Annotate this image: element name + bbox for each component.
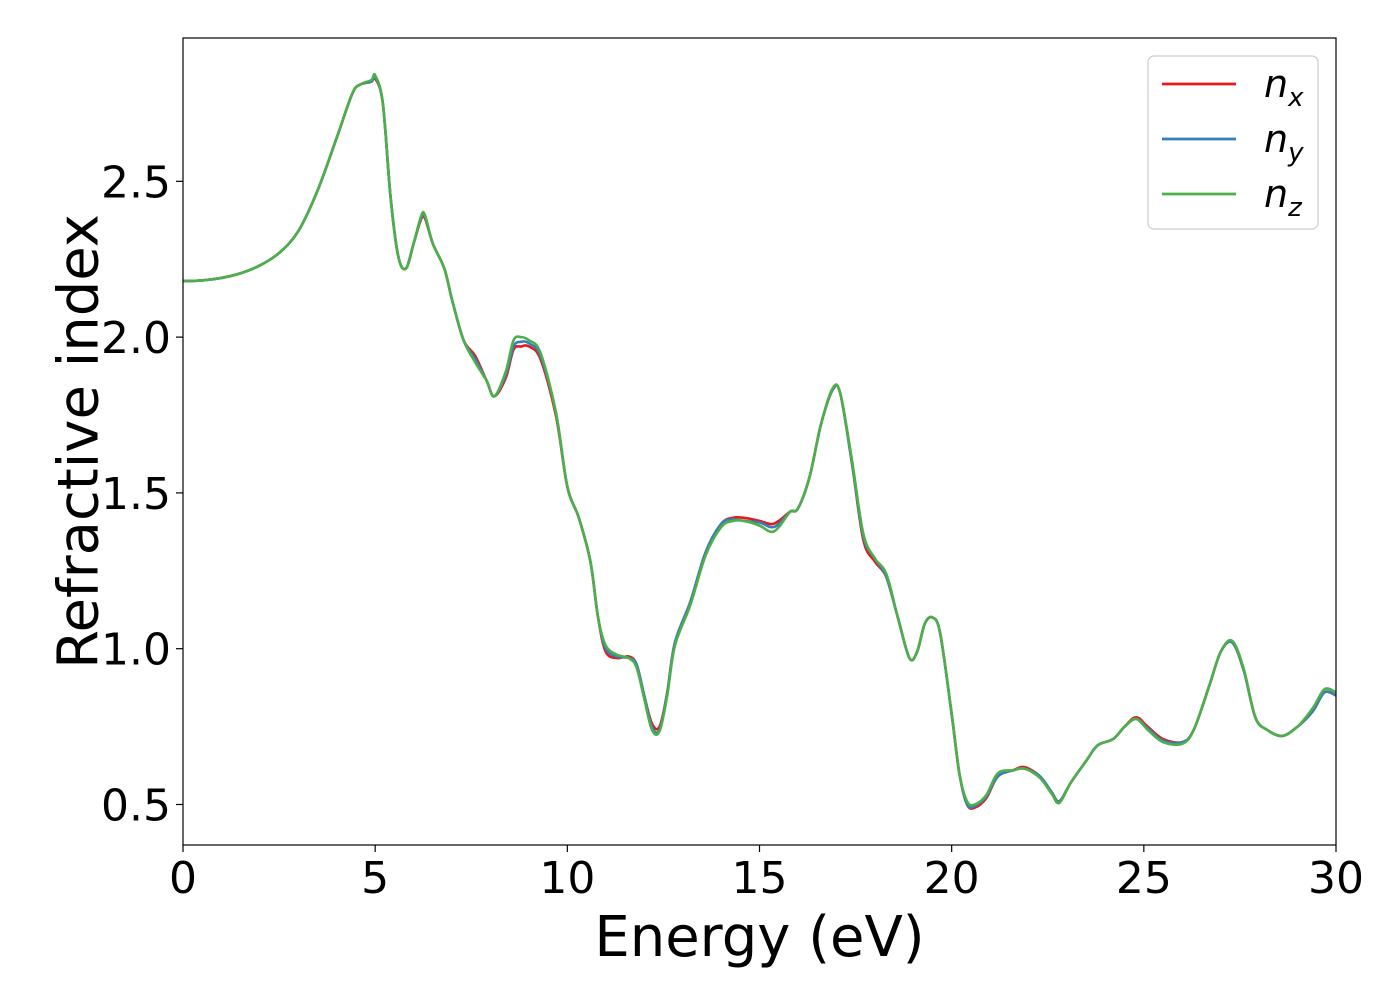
x-tick-label: 5 bbox=[361, 853, 389, 904]
x-axis-ticks: 0 5 10 15 20 25 30 bbox=[169, 845, 1364, 904]
x-axis-title: Energy (eV) bbox=[594, 905, 924, 970]
y-tick-label: 0.5 bbox=[101, 780, 171, 831]
x-tick-label: 15 bbox=[732, 853, 788, 904]
legend-label-ny: ny bbox=[1264, 117, 1304, 168]
y-tick-label: 1.5 bbox=[101, 469, 171, 520]
y-tick-label: 2.5 bbox=[101, 157, 171, 208]
legend-label-nx: nx bbox=[1264, 62, 1304, 113]
y-axis-title: Refractive index bbox=[47, 214, 112, 669]
plot-lines bbox=[183, 72, 1336, 810]
y-tick-label: 2.0 bbox=[101, 313, 171, 364]
legend-box bbox=[1147, 55, 1319, 230]
x-tick-label: 20 bbox=[924, 853, 980, 904]
series-line-nz bbox=[183, 72, 1336, 807]
y-tick-label: 1.0 bbox=[101, 625, 171, 676]
x-tick-label: 0 bbox=[169, 853, 197, 904]
x-tick-label: 30 bbox=[1308, 853, 1364, 904]
legend-label-nz: nz bbox=[1264, 172, 1303, 223]
x-tick-label: 25 bbox=[1116, 853, 1172, 904]
x-tick-label: 10 bbox=[539, 853, 595, 904]
y-axis-ticks: 0.5 1.0 1.5 2.0 2.5 bbox=[101, 157, 183, 831]
